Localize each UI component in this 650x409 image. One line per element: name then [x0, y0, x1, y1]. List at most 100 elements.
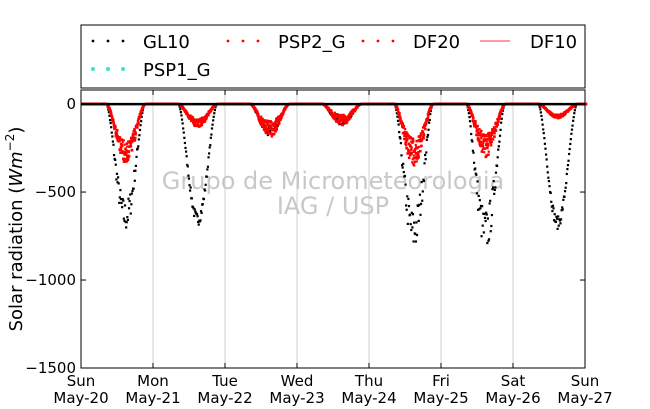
y-axis-unit-exponent: −2 — [3, 134, 17, 152]
data-point — [120, 201, 123, 205]
data-point — [266, 131, 269, 134]
data-point — [490, 144, 493, 147]
data-point — [498, 140, 501, 143]
data-point — [546, 165, 549, 168]
data-point — [178, 105, 181, 108]
data-point — [134, 164, 138, 167]
data-point — [204, 114, 207, 117]
data-point — [123, 143, 126, 146]
data-point — [341, 117, 344, 120]
data-point — [480, 150, 484, 153]
data-point — [401, 166, 404, 169]
data-point — [568, 147, 571, 151]
data-point — [411, 161, 414, 164]
data-point — [270, 132, 273, 135]
data-point — [211, 123, 214, 126]
data-point — [467, 112, 470, 115]
data-point — [495, 125, 498, 128]
data-point — [201, 116, 204, 119]
data-point — [114, 126, 117, 130]
legend-label: PSP1_G — [143, 60, 211, 81]
data-point — [397, 123, 400, 126]
data-point — [196, 121, 199, 124]
data-point — [476, 180, 479, 183]
data-point — [123, 150, 126, 154]
data-point — [472, 151, 475, 154]
data-point — [115, 131, 118, 134]
y-tick-label: −500 — [35, 183, 76, 201]
data-point — [424, 121, 427, 124]
data-point — [180, 118, 184, 121]
data-point — [429, 112, 432, 116]
data-point — [428, 121, 431, 124]
data-point — [337, 114, 340, 117]
data-point — [558, 219, 561, 222]
data-point — [417, 204, 420, 208]
data-point — [427, 128, 430, 131]
data-point — [476, 124, 479, 128]
x-tick-date: May-24 — [341, 389, 396, 407]
data-point — [399, 142, 403, 145]
data-point — [423, 162, 426, 165]
data-point — [478, 140, 481, 143]
data-point — [487, 153, 490, 157]
data-point — [119, 136, 122, 139]
data-point — [330, 110, 333, 113]
data-point — [403, 134, 406, 137]
data-point — [418, 203, 421, 206]
data-point — [130, 192, 134, 195]
data-point — [193, 214, 196, 218]
data-point — [403, 137, 406, 140]
data-point — [183, 108, 186, 111]
data-point — [406, 222, 409, 226]
data-point — [473, 120, 476, 123]
data-point — [424, 158, 427, 161]
legend-label: DF20 — [413, 32, 460, 53]
data-point — [499, 111, 502, 114]
data-point — [496, 156, 499, 159]
data-point — [573, 109, 576, 112]
data-point — [131, 189, 134, 193]
data-point — [132, 134, 135, 138]
data-point — [115, 128, 119, 132]
data-point — [406, 152, 410, 155]
data-point — [116, 181, 119, 184]
data-point — [214, 106, 217, 109]
data-point — [208, 146, 211, 149]
data-point — [341, 120, 345, 123]
data-point — [137, 138, 140, 141]
data-point — [125, 160, 128, 163]
data-point — [422, 134, 426, 137]
data-point — [407, 197, 410, 201]
data-point — [477, 138, 481, 142]
data-point — [111, 120, 114, 123]
data-point — [494, 186, 497, 189]
data-point — [561, 206, 564, 209]
data-point — [423, 126, 426, 129]
data-point — [501, 112, 504, 116]
data-point — [269, 120, 272, 123]
data-point — [400, 122, 403, 125]
data-point — [140, 110, 143, 113]
data-point — [538, 105, 541, 108]
data-point — [492, 126, 496, 129]
data-point — [561, 115, 564, 118]
legend-marker — [106, 39, 110, 43]
data-point — [206, 165, 210, 168]
data-point — [345, 116, 348, 119]
data-point — [129, 144, 133, 148]
data-point — [402, 170, 405, 174]
data-point — [138, 113, 141, 116]
legend-marker — [91, 67, 95, 71]
data-point — [197, 220, 200, 224]
data-point — [499, 128, 502, 131]
data-point — [179, 111, 182, 114]
data-point — [274, 120, 277, 123]
data-point — [480, 235, 483, 238]
data-point — [563, 190, 567, 193]
y-tick-label: −1500 — [25, 359, 76, 377]
data-point — [206, 168, 209, 171]
data-point — [345, 121, 349, 124]
watermark: Grupo de Micrometeorologia IAG / USP — [162, 167, 504, 220]
data-point — [403, 174, 407, 178]
